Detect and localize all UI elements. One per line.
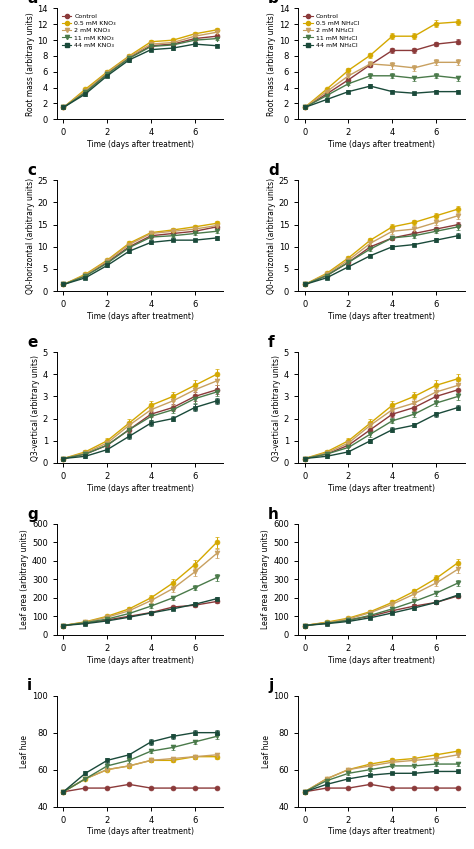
Text: f: f [268,335,275,350]
Legend: Control, 0.5 mM NH₄Cl, 2 mM NH₄Cl, 11 mM NH₄Cl, 44 mM NH₄Cl: Control, 0.5 mM NH₄Cl, 2 mM NH₄Cl, 11 mM… [301,12,361,50]
Text: j: j [268,678,273,694]
X-axis label: Time (days after treatment): Time (days after treatment) [87,312,193,321]
Text: a: a [27,0,37,6]
Y-axis label: Q0-horizontal (arbitrary units): Q0-horizontal (arbitrary units) [26,177,35,294]
Text: d: d [268,163,279,178]
X-axis label: Time (days after treatment): Time (days after treatment) [328,312,435,321]
Y-axis label: Q3-vertical (arbitrary units): Q3-vertical (arbitrary units) [272,355,281,460]
Text: b: b [268,0,279,6]
Y-axis label: Root mass (arbitrary units): Root mass (arbitrary units) [267,12,276,115]
Text: g: g [27,507,37,521]
X-axis label: Time (days after treatment): Time (days after treatment) [328,484,435,492]
X-axis label: Time (days after treatment): Time (days after treatment) [87,484,193,492]
X-axis label: Time (days after treatment): Time (days after treatment) [87,655,193,665]
Text: e: e [27,335,37,350]
Y-axis label: Leaf area (arbitrary units): Leaf area (arbitrary units) [20,530,29,629]
Y-axis label: Q0-horizontal (arbitrary units): Q0-horizontal (arbitrary units) [267,177,276,294]
Y-axis label: Leaf area (arbitrary units): Leaf area (arbitrary units) [262,530,271,629]
Text: i: i [27,678,32,694]
X-axis label: Time (days after treatment): Time (days after treatment) [87,140,193,149]
Text: c: c [27,163,36,178]
Y-axis label: Leaf hue: Leaf hue [20,734,29,767]
X-axis label: Time (days after treatment): Time (days after treatment) [328,140,435,149]
X-axis label: Time (days after treatment): Time (days after treatment) [328,828,435,836]
Y-axis label: Root mass (arbitrary units): Root mass (arbitrary units) [26,12,35,115]
Text: h: h [268,507,279,521]
Y-axis label: Q3-vertical (arbitrary units): Q3-vertical (arbitrary units) [31,355,40,460]
Y-axis label: Leaf hue: Leaf hue [262,734,271,767]
X-axis label: Time (days after treatment): Time (days after treatment) [87,828,193,836]
Legend: Control, 0.5 mM KNO₃, 2 mM KNO₃, 11 mM KNO₃, 44 mM KNO₃: Control, 0.5 mM KNO₃, 2 mM KNO₃, 11 mM K… [60,12,118,50]
X-axis label: Time (days after treatment): Time (days after treatment) [328,655,435,665]
